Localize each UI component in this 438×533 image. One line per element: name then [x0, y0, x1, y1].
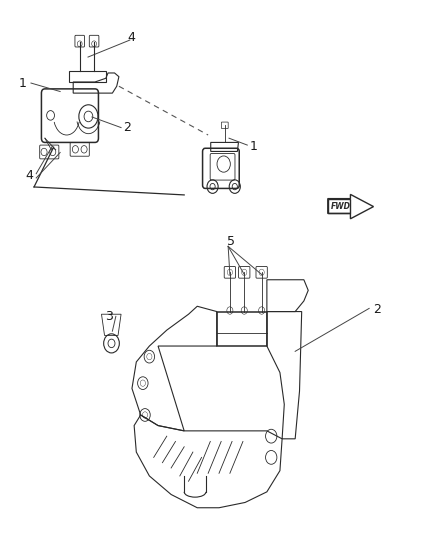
Text: 5: 5 — [227, 235, 235, 247]
Text: FWD: FWD — [331, 202, 351, 211]
Text: 3: 3 — [105, 310, 113, 323]
Text: 1: 1 — [250, 140, 258, 153]
Text: 2: 2 — [374, 303, 381, 317]
Text: 4: 4 — [127, 31, 135, 44]
Text: 4: 4 — [25, 169, 33, 182]
Text: 1: 1 — [19, 77, 27, 90]
Text: 2: 2 — [123, 121, 131, 134]
